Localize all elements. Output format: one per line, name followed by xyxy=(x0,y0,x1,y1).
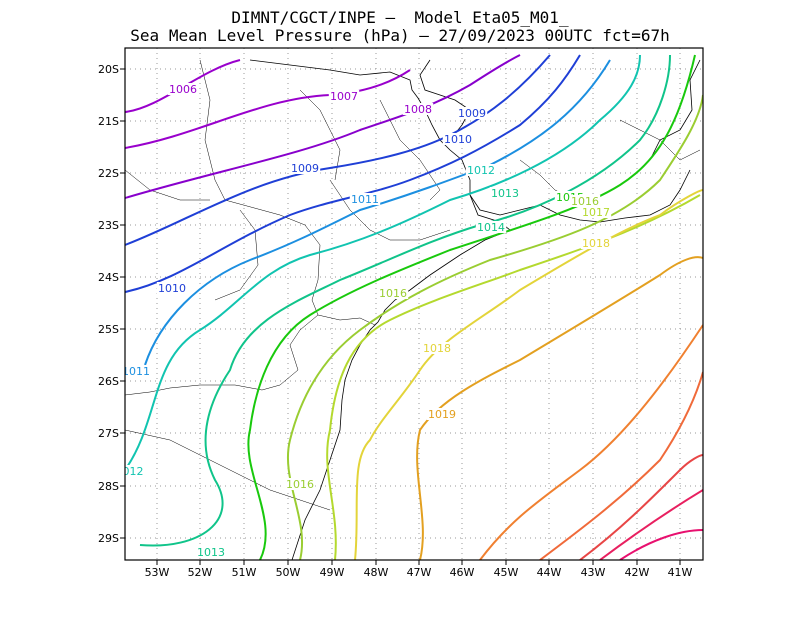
lat-tick-label: 21S xyxy=(98,115,119,128)
contour-label: 1017 xyxy=(582,206,610,219)
lon-tick-label: 52W xyxy=(188,566,213,579)
contour-label-bg xyxy=(284,478,316,490)
contour-label-bg xyxy=(456,107,488,119)
title-line-1: DIMNT/CGCT/INPE — Model Eta05_M01_ xyxy=(231,8,569,27)
contour-label-bg xyxy=(475,221,507,233)
contour-label: 1013 xyxy=(491,187,519,200)
lat-tick-label: 20S xyxy=(98,63,119,76)
contour-label-bg xyxy=(377,287,409,299)
contour-label-bg xyxy=(421,342,453,354)
lon-tick-label: 42W xyxy=(625,566,650,579)
lat-tick-label: 27S xyxy=(98,427,119,440)
title-line-2: Sea Mean Level Pressure (hPa) — 27/09/20… xyxy=(130,26,670,45)
lat-tick-label: 29S xyxy=(98,532,119,545)
contour-label: 1010 xyxy=(158,282,186,295)
contour-label: 1012 xyxy=(467,164,495,177)
latitude-axis: 20S 21S 22S 23S 24S 25S 26S 27S 28S 29S xyxy=(98,63,125,545)
contour-label: 1009 xyxy=(291,162,319,175)
isobars xyxy=(125,54,703,560)
lat-tick-label: 25S xyxy=(98,323,119,336)
lat-tick-label: 28S xyxy=(98,480,119,493)
plot-frame xyxy=(124,47,704,561)
lat-tick-label: 23S xyxy=(98,219,119,232)
map-area: 1006 1007 1008 1009 1009 1010 1010 1011 1011 1012… xyxy=(122,54,703,560)
lat-tick-label: 26S xyxy=(98,375,119,388)
contour-label-bg xyxy=(125,365,152,377)
contour-label-bg xyxy=(402,103,434,115)
contour-label: 1008 xyxy=(404,103,432,116)
contour-label-bg xyxy=(580,237,612,249)
lon-tick-label: 49W xyxy=(320,566,345,579)
contour-label: 1010 xyxy=(444,133,472,146)
contour-label-bg xyxy=(349,193,381,205)
state-borders xyxy=(125,59,701,511)
lon-tick-label: 43W xyxy=(581,566,606,579)
lat-tick-label: 22S xyxy=(98,167,119,180)
contour-label-bg xyxy=(465,164,497,176)
contour-label-bg xyxy=(156,282,188,294)
lat-tick-label: 24S xyxy=(98,271,119,284)
contour-labels: 1006 1007 1008 1009 1009 1010 1010 1011 1011 1012… xyxy=(122,83,612,559)
lon-tick-label: 50W xyxy=(276,566,301,579)
longitude-axis: 53W 52W 51W 50W 49W 48W 47W 46W 45W 44W 43W 42W 41W xyxy=(145,560,693,579)
contour-label-bg xyxy=(569,195,601,207)
contour-label: 1011 xyxy=(351,193,379,206)
contour-label: 1014 xyxy=(477,221,505,234)
contour-label: 1006 xyxy=(169,83,197,96)
contour-label: 1007 xyxy=(330,90,358,103)
contour-label: 1009 xyxy=(458,107,486,120)
contour-label-bg xyxy=(167,83,199,95)
lon-tick-label: 41W xyxy=(668,566,693,579)
contour-label-bg xyxy=(442,133,474,145)
contour-label: 1016 xyxy=(571,195,599,208)
lon-tick-label: 46W xyxy=(450,566,475,579)
contour-label-bg xyxy=(195,546,227,558)
contour-label: 1016 xyxy=(379,287,407,300)
lon-tick-label: 53W xyxy=(145,566,170,579)
lon-tick-label: 51W xyxy=(232,566,257,579)
lon-tick-label: 45W xyxy=(494,566,519,579)
contour-label-bg xyxy=(328,90,360,102)
lon-tick-label: 48W xyxy=(364,566,389,579)
contour-label-bg xyxy=(125,465,145,477)
contour-label: 1018 xyxy=(582,237,610,250)
contour-label: 1018 xyxy=(423,342,451,355)
contour-label-bg xyxy=(289,162,321,174)
contour-label-bg xyxy=(426,408,458,420)
lon-tick-label: 47W xyxy=(407,566,432,579)
contour-label: 1016 xyxy=(286,478,314,491)
contour-label: 1019 xyxy=(428,408,456,421)
contour-label-bg xyxy=(580,206,612,218)
lon-tick-label: 44W xyxy=(537,566,562,579)
contour-label: 012 xyxy=(123,465,144,478)
contour-label-bg xyxy=(489,187,521,199)
contour-label: 1013 xyxy=(197,546,225,559)
contour-label: 1011 xyxy=(122,365,150,378)
